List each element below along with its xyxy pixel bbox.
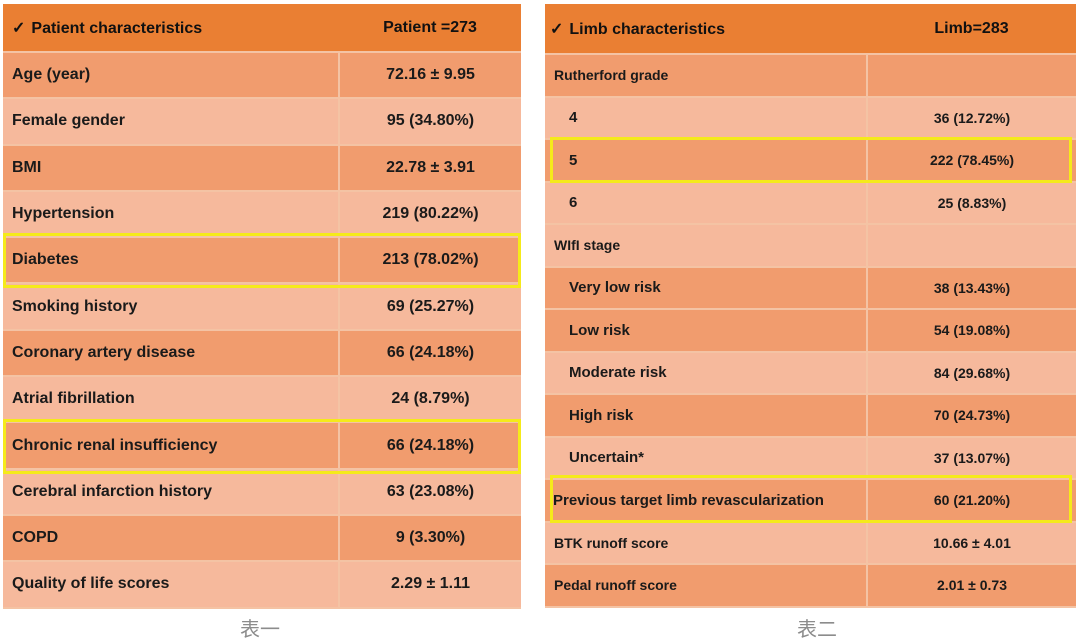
row-label: 4 (545, 96, 867, 140)
table-header-row: ✓ Patient characteristics Patient =273 (3, 4, 521, 53)
table-header-row: ✓ Limb characteristics Limb=283 (545, 4, 1076, 55)
row-label: Low risk (545, 309, 867, 353)
row-value (866, 224, 1076, 268)
checkmark-icon: ✓ (12, 19, 26, 37)
header-label: Patient characteristics (31, 19, 203, 37)
row-value: 2.01 ± 0.73 (866, 564, 1076, 608)
row-label: Age (year) (3, 52, 339, 100)
row-value: 60 (21.20%) (866, 479, 1076, 523)
table-row: Female gender 95 (34.80%) (3, 98, 521, 146)
row-value: 213 (78.02%) (338, 237, 521, 285)
checkmark-icon: ✓ (550, 20, 564, 38)
table-row: Quality of life scores 2.29 ± 1.11 (3, 561, 521, 609)
row-label: BMI (3, 144, 339, 192)
row-label: Moderate risk (545, 351, 867, 395)
row-value: 54 (19.08%) (866, 309, 1076, 353)
row-value: 25 (8.83%) (866, 181, 1076, 225)
row-label: Atrial fibrillation (3, 376, 339, 424)
row-label: 6 (545, 181, 867, 225)
row-label: Diabetes (3, 237, 339, 285)
row-label: High risk (545, 394, 867, 438)
limb-characteristics-table: ✓ Limb characteristics Limb=283 Rutherfor… (545, 4, 1076, 608)
row-label: Hypertension (3, 190, 339, 239)
row-value: 66 (24.18%) (338, 422, 521, 470)
table-row: COPD 9 (3.30%) (3, 514, 521, 563)
row-value: 9 (3.30%) (338, 514, 521, 563)
table-row: 5 222 (78.45%) (545, 139, 1076, 183)
header-label: Limb characteristics (569, 20, 726, 38)
header-value: Patient =273 (339, 4, 521, 53)
table-row: Pedal runoff score 2.01 ± 0.73 (545, 564, 1076, 608)
row-label: BTK runoff score (545, 521, 867, 565)
row-label: 5 (545, 139, 867, 183)
table-row: Rutherford grade (545, 54, 1076, 98)
row-value: 37 (13.07%) (866, 436, 1076, 480)
table-row: 6 25 (8.83%) (545, 181, 1076, 225)
row-value: 95 (34.80%) (338, 98, 521, 146)
table-row: Age (year) 72.16 ± 9.95 (3, 52, 521, 100)
row-value: 36 (12.72%) (866, 96, 1076, 140)
row-label: Cerebral infarction history (3, 468, 339, 516)
row-value: 22.78 ± 3.91 (338, 144, 521, 192)
patient-characteristics-table: ✓ Patient characteristics Patient =273 Ag… (3, 4, 521, 609)
table-row: Atrial fibrillation 24 (8.79%) (3, 376, 521, 424)
table-row: Previous target limb revascularization 60… (545, 479, 1076, 523)
row-value: 219 (80.22%) (338, 190, 521, 239)
row-label: Rutherford grade (545, 54, 867, 98)
row-value: 84 (29.68%) (866, 351, 1076, 395)
row-value: 24 (8.79%) (338, 376, 521, 424)
row-label: Chronic renal insufficiency (3, 422, 339, 470)
table-row: Very low risk 38 (13.43%) (545, 266, 1076, 310)
table-row: BTK runoff score 10.66 ± 4.01 (545, 521, 1076, 565)
table-row: Moderate risk 84 (29.68%) (545, 351, 1076, 395)
table-row: Low risk 54 (19.08%) (545, 309, 1076, 353)
header-label-cell: ✓ Patient characteristics (3, 4, 339, 53)
row-value: 72.16 ± 9.95 (338, 52, 521, 100)
row-value: 66 (24.18%) (338, 329, 521, 378)
row-label: Smoking history (3, 283, 339, 331)
table-row: WIfI stage (545, 224, 1076, 268)
row-label: WIfI stage (545, 224, 867, 268)
table-row: Hypertension 219 (80.22%) (3, 190, 521, 239)
table-row: 4 36 (12.72%) (545, 96, 1076, 140)
table-row: Uncertain* 37 (13.07%) (545, 436, 1076, 480)
row-label: COPD (3, 514, 339, 563)
table-row: Cerebral infarction history 63 (23.08%) (3, 468, 521, 516)
header-value: Limb=283 (867, 4, 1076, 55)
table1-caption: 表一 (240, 617, 280, 641)
table-row: Smoking history 69 (25.27%) (3, 283, 521, 331)
table-row: BMI 22.78 ± 3.91 (3, 144, 521, 192)
row-value (866, 54, 1076, 98)
row-value: 10.66 ± 4.01 (866, 521, 1076, 565)
row-label: Coronary artery disease (3, 329, 339, 378)
row-value: 38 (13.43%) (866, 266, 1076, 310)
header-label-cell: ✓ Limb characteristics (545, 4, 867, 55)
row-label: Previous target limb revascularization (545, 479, 867, 523)
table2-caption: 表二 (797, 617, 837, 641)
table-row: Coronary artery disease 66 (24.18%) (3, 329, 521, 378)
row-value: 70 (24.73%) (866, 394, 1076, 438)
row-label: Very low risk (545, 266, 867, 310)
table-row: Chronic renal insufficiency 66 (24.18%) (3, 422, 521, 470)
table-row: High risk 70 (24.73%) (545, 394, 1076, 438)
row-value: 69 (25.27%) (338, 283, 521, 331)
row-label: Female gender (3, 98, 339, 146)
row-value: 2.29 ± 1.11 (338, 561, 521, 609)
row-value: 222 (78.45%) (866, 139, 1076, 183)
row-value: 63 (23.08%) (338, 468, 521, 516)
row-label: Quality of life scores (3, 561, 339, 609)
row-label: Pedal runoff score (545, 564, 867, 608)
row-label: Uncertain* (545, 436, 867, 480)
table-row: Diabetes 213 (78.02%) (3, 237, 521, 285)
